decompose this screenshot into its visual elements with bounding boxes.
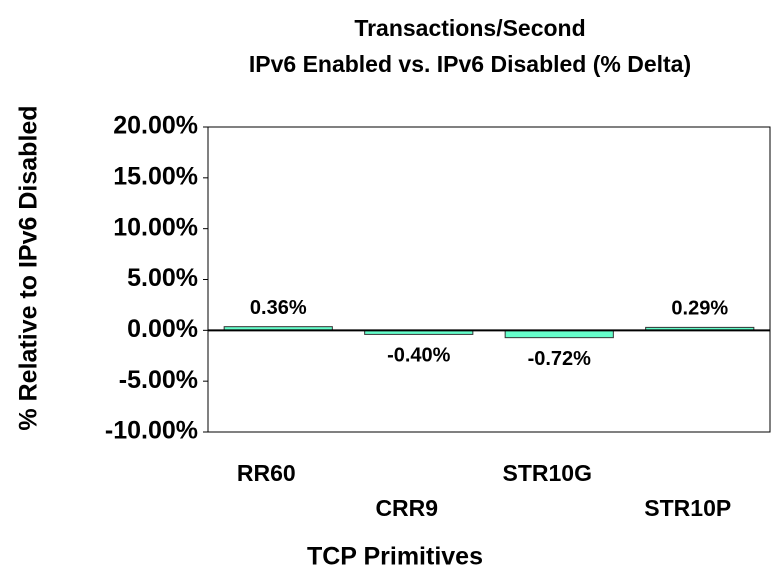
bar xyxy=(504,329,614,339)
chart-title: Transactions/Second xyxy=(354,15,585,41)
y-tick-label: 0.00% xyxy=(127,315,198,343)
y-tick-label: -5.00% xyxy=(119,366,198,394)
y-tick-label: 10.00% xyxy=(113,213,198,241)
y-tick-label: 5.00% xyxy=(127,264,198,292)
x-tick-label: STR10P xyxy=(644,495,731,521)
x-axis-label: TCP Primitives xyxy=(307,543,483,571)
y-tick-label: 20.00% xyxy=(113,112,198,140)
y-tick-label: 15.00% xyxy=(113,162,198,190)
value-label: 0.36% xyxy=(250,297,307,319)
value-label: -0.40% xyxy=(387,345,451,367)
y-axis-label: % Relative to IPv6 Disabled xyxy=(15,105,43,430)
plot-area xyxy=(207,126,771,433)
value-label: -0.72% xyxy=(528,348,592,370)
x-tick-label: CRR9 xyxy=(375,495,438,521)
value-label: 0.29% xyxy=(671,298,728,320)
y-tick-label: -10.00% xyxy=(105,417,198,445)
x-tick-label: RR60 xyxy=(237,460,296,486)
x-tick-label: STR10G xyxy=(503,460,592,486)
chart-subtitle: IPv6 Enabled vs. IPv6 Disabled (% Delta) xyxy=(249,51,691,77)
